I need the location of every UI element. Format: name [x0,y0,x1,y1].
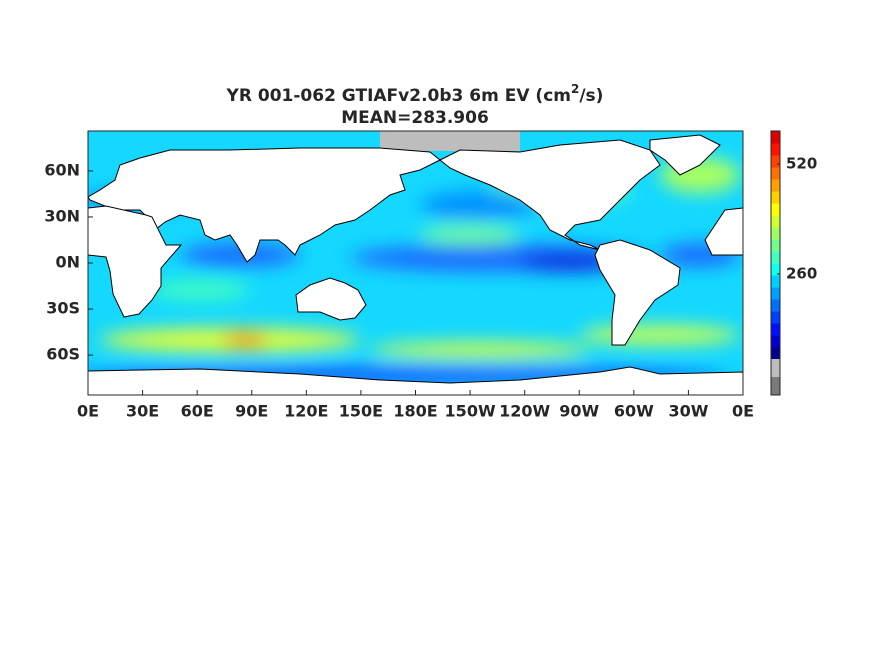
x-tick-label: 30W [668,402,708,421]
colorbar-segment [771,311,780,324]
map [88,131,743,395]
colorbar-segment [771,131,780,144]
colorbar-segment [771,143,780,156]
colorbar-segment [771,215,780,228]
x-tick-label: 30E [126,402,159,421]
y-tick-label: 60N [44,160,80,179]
x-tick-label: 60E [181,402,214,421]
colorbar-segment [771,323,780,336]
colorbar-segment [771,335,780,348]
x-tick-label: 60W [614,402,654,421]
colorbar-segment [771,287,780,300]
x-tick-label: 120W [499,402,550,421]
chart-title: YR 001-062 GTIAFv2.0b3 6m EV (cm2/s) [226,82,604,107]
y-tick-label: 0N [55,253,80,272]
colorbar-segment [771,251,780,264]
y-tick-label: 60S [46,345,80,364]
colorbar-segment [771,347,780,360]
colorbar-segment [771,203,780,216]
colorbar-tick-label: 260 [786,264,817,282]
x-tick-label: 0E [77,402,99,421]
colorbar-segment [771,191,780,204]
colorbar-segment [771,179,780,192]
chart-subtitle: MEAN=283.906 [341,108,489,128]
x-tick-label: 90W [559,402,599,421]
colorbar-segment [771,167,780,180]
colorbar-frame [770,130,781,396]
colorbar-segment [771,263,780,276]
colorbar-segment [771,239,780,252]
colorbar-tick-label: 520 [786,154,817,172]
colorbar-below-segment [771,359,780,378]
x-tick-label: 120E [284,402,328,421]
y-tick-label: 30S [46,299,80,318]
x-tick-label: 90E [235,402,268,421]
colorbar-segment [771,155,780,168]
colorbar-below-segment [771,377,780,396]
colorbar-segment [771,275,780,288]
x-tick-label: 180E [393,402,437,421]
x-tick-label: 150E [339,402,383,421]
x-tick-label: 150W [445,402,496,421]
colorbar-segment [771,299,780,312]
colorbar-segment [771,227,780,240]
x-tick-label: 0E [732,402,754,421]
y-tick-label: 30N [44,206,80,225]
